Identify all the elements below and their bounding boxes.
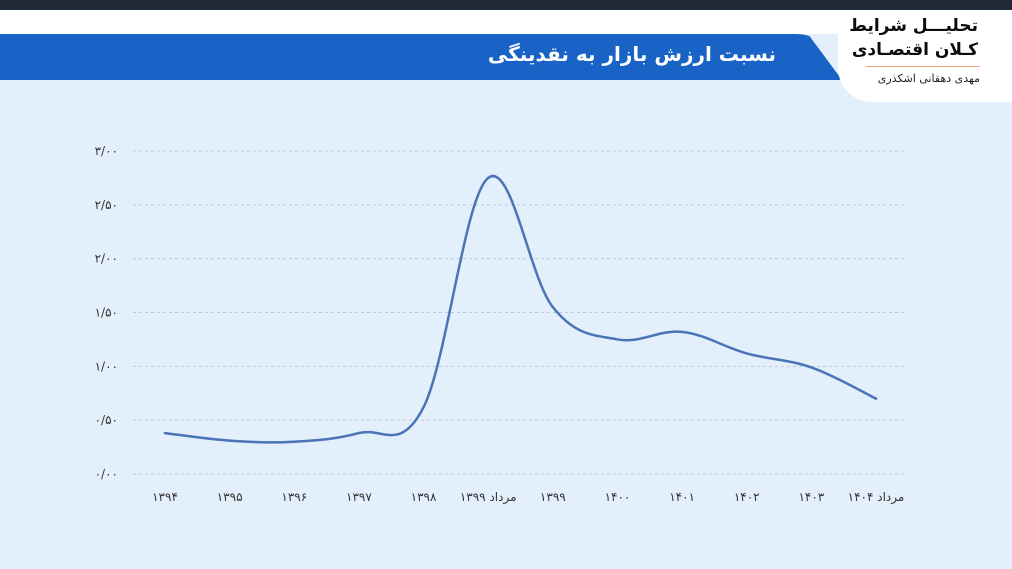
title-banner: [0, 34, 842, 80]
y-tick-label: ۲/۵۰: [95, 198, 118, 212]
y-tick-label: ۰/۵۰: [95, 413, 118, 427]
brand-title-line1: تحلیـــل شرایط: [849, 16, 978, 36]
x-tick-label: ۱۳۹۷: [346, 490, 372, 504]
brand-card: [838, 10, 1012, 102]
chart-title: نسبت ارزش بازار به نقدینگی: [487, 42, 776, 66]
y-tick-label: ۳/۰۰: [95, 144, 118, 158]
x-tick-label: مرداد ۱۴۰۴: [848, 490, 905, 505]
x-tick-label: ۱۴۰۰: [605, 490, 631, 504]
y-tick-label: ۱/۰۰: [95, 359, 118, 373]
brand-author: مهدی دهقانی اشکذری: [877, 72, 980, 85]
data-point: [228, 439, 231, 442]
data-point: [422, 406, 425, 409]
brand-title-line2: کـلان اقتصـادی: [851, 40, 978, 60]
top-strip: [0, 0, 1012, 10]
data-point: [486, 176, 490, 180]
x-tick-label: ۱۳۹۶: [281, 490, 307, 504]
data-point: [616, 338, 619, 341]
x-tick-label: ۱۴۰۲: [734, 490, 760, 504]
y-tick-label: ۲/۰۰: [95, 252, 118, 266]
x-tick-label: ۱۴۰۳: [798, 490, 824, 504]
series-line: [163, 174, 878, 444]
data-point: [874, 397, 878, 400]
data-point: [745, 352, 748, 355]
data-point: [163, 431, 167, 435]
x-tick-label: مرداد ۱۳۹۹: [460, 490, 517, 505]
data-points: [163, 176, 878, 443]
y-tick-label: ۰/۰۰: [95, 467, 118, 481]
plot-area: [0, 34, 1012, 569]
data-point: [357, 431, 361, 435]
data-point: [680, 330, 684, 334]
brand-divider: [866, 66, 980, 67]
y-axis-ticks: ۰/۰۰ ۰/۵۰ ۱/۰۰ ۱/۵۰ ۲/۰۰ ۲/۵۰ ۳/۰۰: [95, 144, 118, 481]
y-tick-label: ۱/۵۰: [95, 306, 118, 320]
x-tick-label: ۱۳۹۹: [540, 490, 566, 504]
data-point: [810, 366, 813, 369]
x-tick-label: ۱۳۹۴: [152, 490, 178, 504]
x-tick-label: ۱۳۹۸: [411, 490, 437, 504]
x-tick-label: ۱۳۹۵: [217, 490, 243, 504]
x-tick-label: ۱۴۰۱: [669, 490, 695, 504]
data-point: [293, 440, 296, 443]
x-axis-ticks: ۱۳۹۴ ۱۳۹۵ ۱۳۹۶ ۱۳۹۷ ۱۳۹۸ مرداد ۱۳۹۹ ۱۳۹۹ ۱۴۰۰ ۱۴…: [152, 490, 904, 505]
gridlines: [133, 150, 907, 475]
data-point: [551, 305, 555, 309]
